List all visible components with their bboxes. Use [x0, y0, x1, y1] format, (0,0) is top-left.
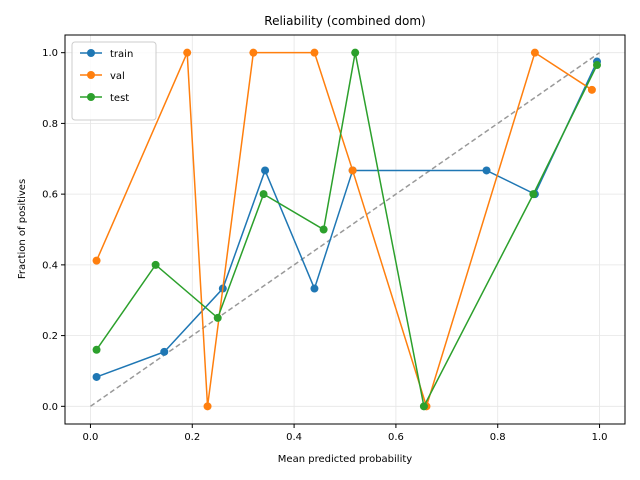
data-point-test: [529, 190, 538, 199]
legend-box: [71, 41, 157, 121]
reference-diagonal: [90, 52, 600, 407]
data-point-train: [310, 284, 319, 293]
legend-entry-train: train: [80, 49, 133, 60]
legend-swatch-marker: [87, 93, 95, 101]
data-point-test: [92, 345, 101, 354]
data-point-val: [92, 256, 101, 265]
data-point-val: [249, 48, 258, 57]
legend-label: test: [110, 93, 129, 104]
x-tick-label: 0.8: [490, 432, 506, 443]
data-point-train: [261, 166, 270, 175]
series-val: [92, 48, 596, 411]
y-tick-label: 1.0: [42, 48, 58, 59]
data-point-train: [92, 372, 101, 381]
x-axis-ticks: 0.0 0.2 0.4 0.6 0.8 1.0: [83, 424, 608, 443]
data-point-test: [151, 260, 160, 269]
y-axis-ticks: 0.0 0.2 0.4 0.6 0.8 1.0: [42, 48, 65, 413]
series-train: [92, 57, 601, 381]
y-tick-label: 0.4: [42, 260, 58, 271]
plot-frame: [64, 34, 626, 425]
legend-entry-test: test: [80, 93, 129, 104]
x-tick-label: 0.0: [83, 432, 99, 443]
legend-label: train: [110, 49, 133, 60]
y-tick-label: 0.6: [42, 190, 58, 201]
data-point-train: [160, 347, 169, 356]
data-point-test: [259, 190, 268, 199]
data-point-val: [530, 48, 539, 57]
series-group: [92, 48, 601, 411]
legend-entry-val: val: [80, 71, 125, 82]
x-axis-label: Mean predicted probability: [278, 454, 412, 465]
legend-swatch-marker: [87, 49, 95, 57]
x-tick-label: 0.4: [286, 432, 302, 443]
x-tick-label: 0.2: [184, 432, 200, 443]
y-axis-label: Fraction of positives: [17, 179, 28, 279]
legend-label: val: [110, 71, 125, 82]
data-point-val: [203, 402, 212, 411]
data-point-test: [213, 313, 222, 322]
series-test: [92, 48, 601, 411]
y-tick-label: 0.2: [42, 331, 58, 342]
data-point-train: [482, 166, 491, 175]
legend-swatch-marker: [87, 71, 95, 79]
x-tick-label: 0.6: [388, 432, 404, 443]
data-point-test: [593, 61, 601, 70]
data-point-test: [319, 225, 328, 234]
perfect-calibration-line: [90, 52, 600, 407]
y-tick-label: 0.8: [42, 119, 58, 130]
data-point-val: [310, 48, 319, 57]
data-point-test: [351, 48, 360, 57]
y-tick-label: 0.0: [42, 402, 58, 413]
data-point-val: [348, 166, 357, 175]
data-point-val: [183, 48, 192, 57]
legend: train val test: [71, 41, 157, 121]
data-point-val: [587, 85, 596, 94]
x-tick-label: 1.0: [592, 432, 608, 443]
chart-title: Reliability (combined dom): [264, 14, 425, 28]
data-point-test: [419, 402, 428, 411]
